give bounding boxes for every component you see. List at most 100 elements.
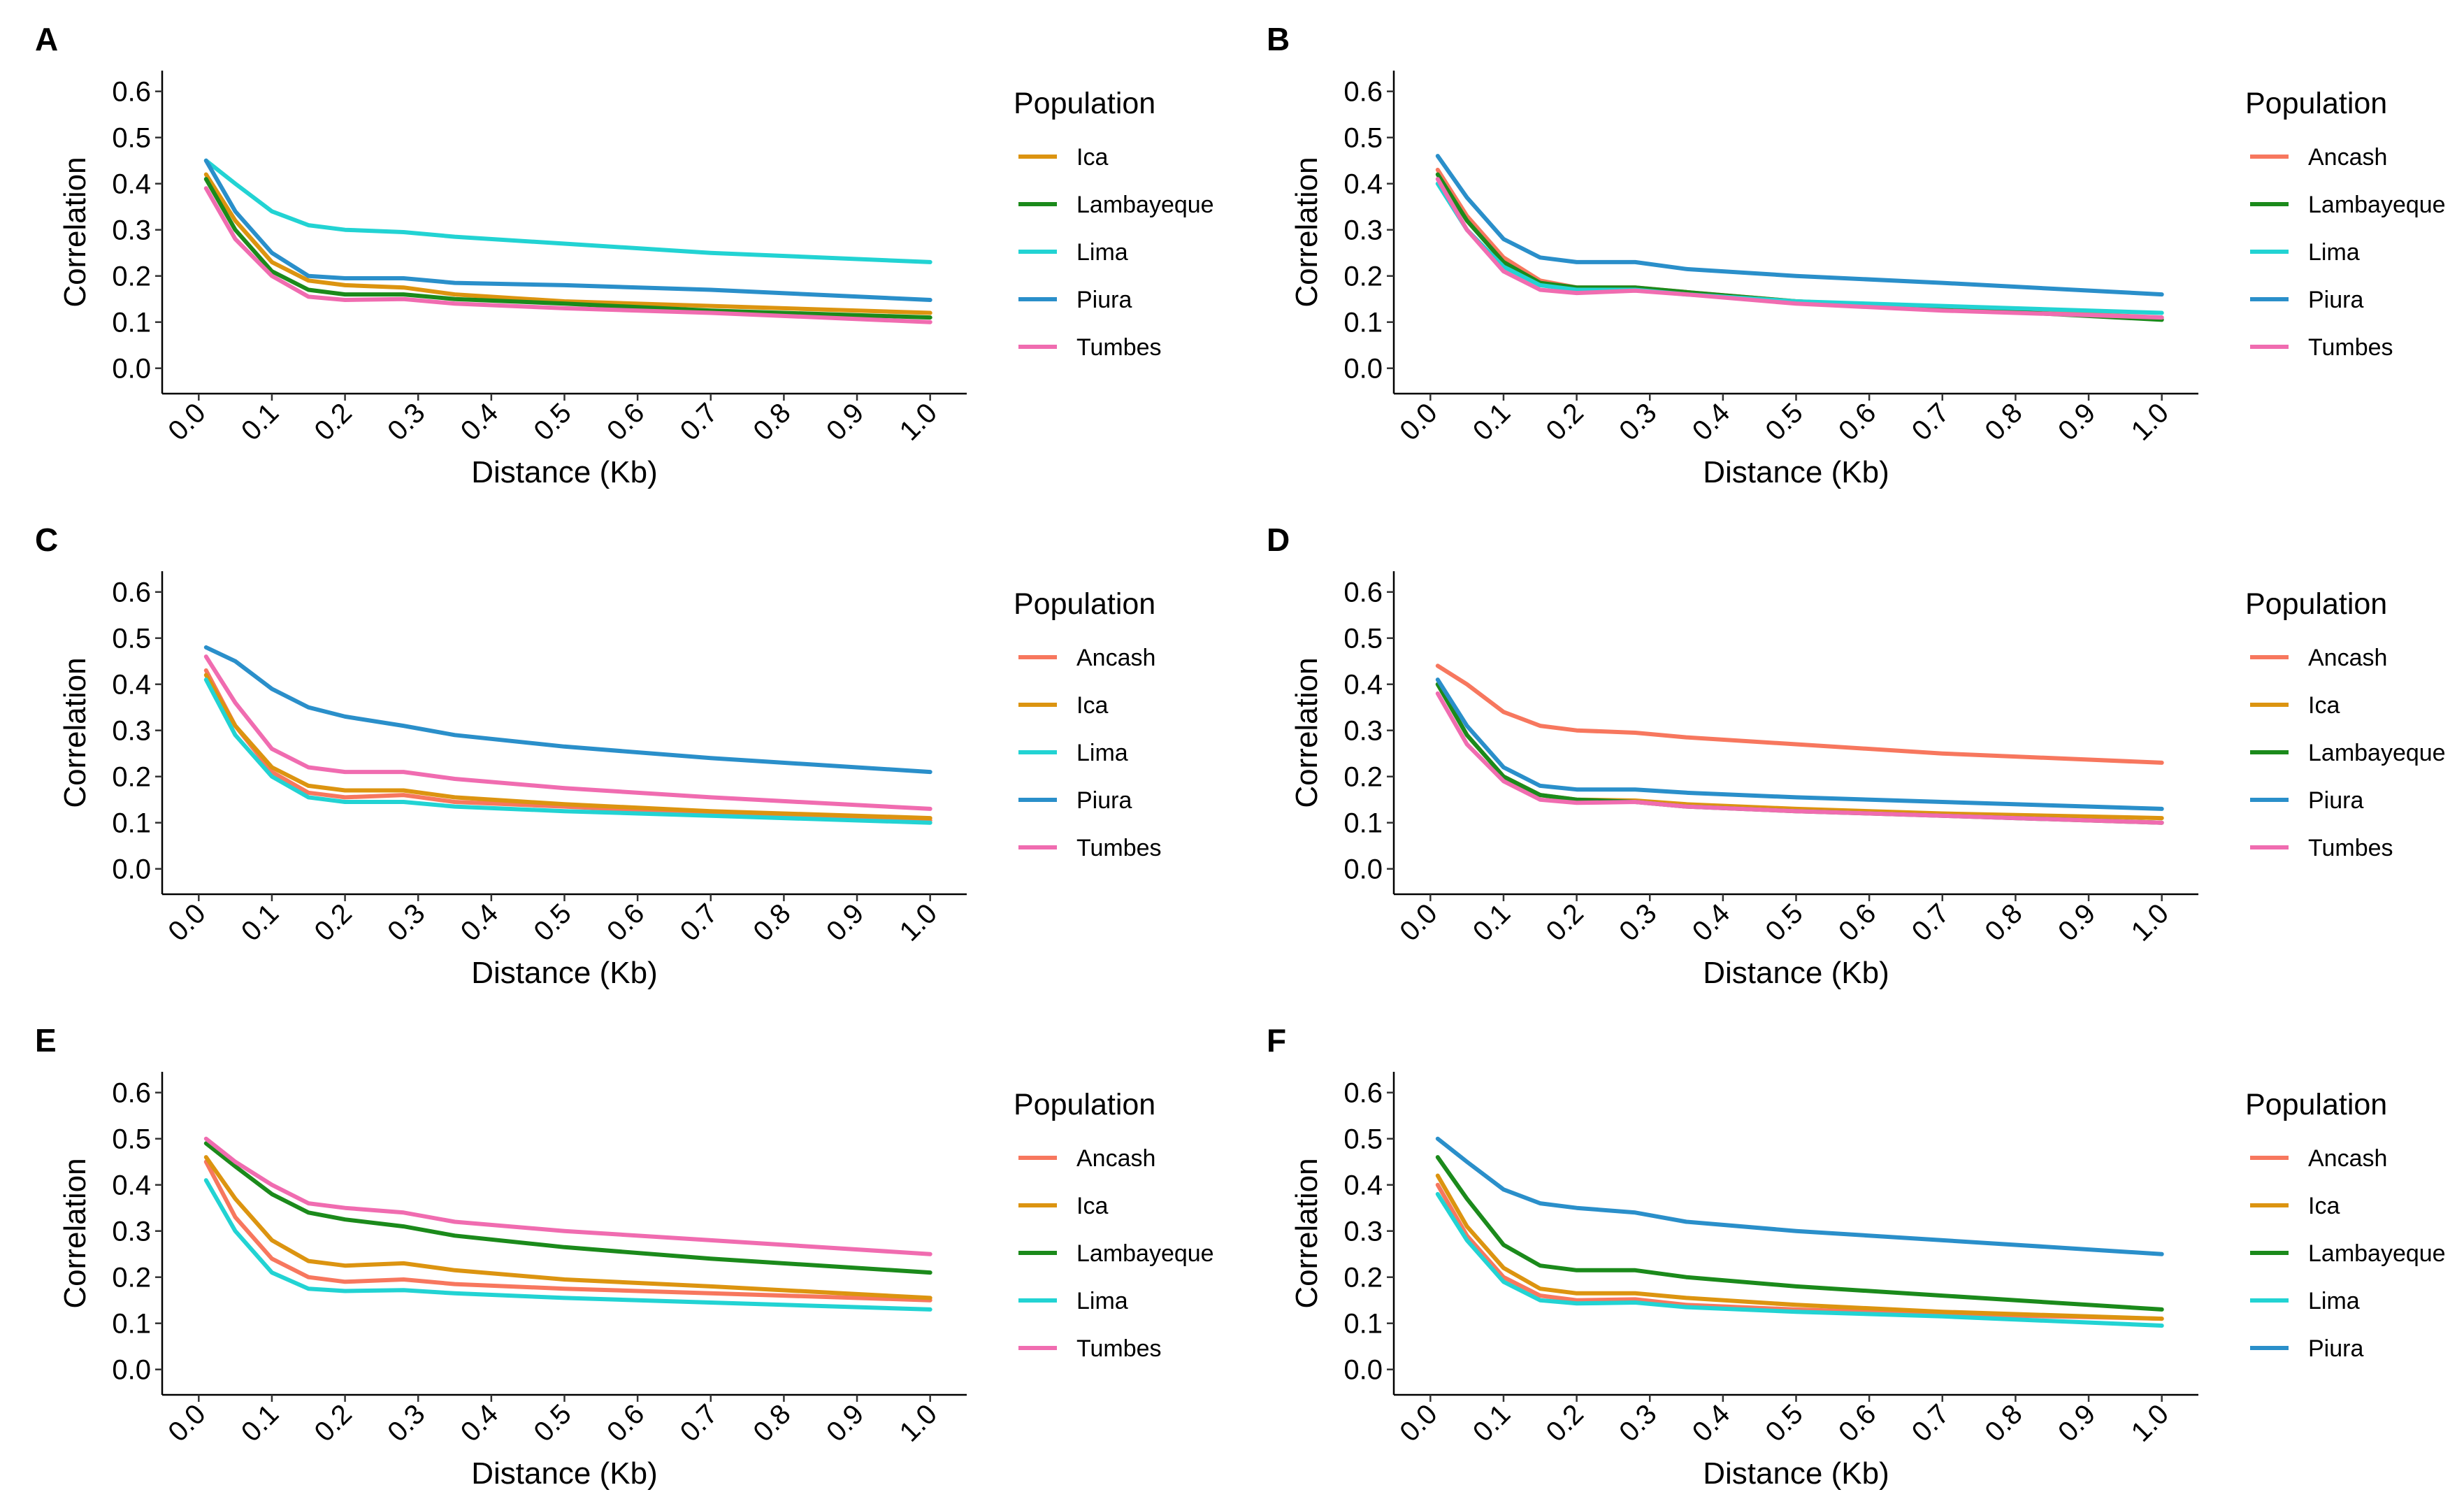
y-tick-label: 0.3 [112, 215, 151, 246]
legend-label: Ica [1076, 144, 1108, 171]
y-tick-label: 0.1 [112, 1309, 151, 1340]
x-tick-label: 1.0 [894, 898, 943, 947]
y-tick-label: 0.4 [112, 670, 151, 701]
legend-label: Ancash [2308, 645, 2387, 671]
x-tick-label: 0.4 [1687, 1398, 1736, 1447]
legend-label: Tumbes [1076, 334, 1162, 361]
legend-label: Lambayeque [1076, 192, 1214, 218]
legend-label: Ancash [1076, 645, 1155, 671]
y-tick-label: 0.4 [1343, 670, 1383, 701]
y-tick-label: 0.5 [112, 624, 151, 654]
y-tick-label: 0.2 [1343, 1263, 1383, 1293]
series-line [1435, 1155, 2164, 1312]
x-tick-label: 0.9 [821, 898, 870, 947]
y-tick-label: 0.4 [1343, 169, 1383, 200]
series-line [1435, 691, 2164, 825]
series-line [1435, 154, 2164, 297]
x-tick-label: 0.3 [1613, 1398, 1662, 1447]
panel-label: D [1267, 522, 1290, 558]
x-axis-title: Distance (Kb) [1703, 1456, 1889, 1491]
x-tick-label: 0.9 [2052, 898, 2101, 947]
y-tick-label: 0.5 [1343, 624, 1383, 654]
y-tick-label: 0.6 [112, 578, 151, 608]
x-axis-title: Distance (Kb) [471, 1456, 658, 1491]
y-tick-label: 0.6 [1343, 578, 1383, 608]
x-tick-label: 1.0 [2126, 397, 2175, 446]
y-tick-label: 0.1 [112, 308, 151, 338]
x-tick-label: 0.9 [2052, 397, 2101, 446]
x-tick-label: 0.8 [1979, 1398, 2028, 1447]
y-tick-label: 0.1 [1343, 808, 1383, 839]
legend-title: Population [2245, 587, 2387, 621]
series-line [203, 177, 932, 320]
series-line [203, 654, 932, 811]
x-tick-label: 0.0 [1394, 1398, 1443, 1447]
x-tick-label: 0.0 [1394, 898, 1443, 947]
series-line [203, 673, 932, 821]
legend-label: Ancash [1076, 1145, 1155, 1172]
y-tick-label: 0.1 [1343, 308, 1383, 338]
legend-label: Ica [2308, 692, 2340, 719]
legend-title: Population [2245, 1088, 2387, 1121]
legend-label: Tumbes [1076, 1335, 1162, 1362]
series-line [1435, 181, 2164, 315]
x-tick-label: 0.9 [821, 1398, 870, 1447]
legend-label: Lima [1076, 239, 1128, 266]
series-line [1435, 177, 2164, 320]
y-tick-label: 0.6 [112, 1078, 151, 1109]
y-axis-title: Correlation [58, 657, 92, 808]
series-line [1435, 1173, 2164, 1321]
panel-label: E [35, 1022, 57, 1059]
legend-label: Ancash [2308, 1145, 2387, 1172]
x-tick-label: 0.8 [1979, 397, 2028, 446]
x-tick-label: 0.7 [675, 1398, 723, 1447]
x-tick-label: 0.5 [1759, 397, 1808, 446]
y-axis-title: Correlation [1290, 1158, 1324, 1308]
legend-label: Piura [1076, 787, 1132, 814]
x-tick-label: 0.3 [1613, 898, 1662, 947]
x-tick-label: 0.3 [382, 397, 431, 446]
x-tick-label: 0.7 [1906, 898, 1955, 947]
panel-label: C [35, 522, 58, 558]
y-tick-label: 0.5 [112, 123, 151, 154]
x-tick-label: 0.6 [601, 1398, 650, 1447]
series-line [1435, 172, 2164, 322]
y-tick-label: 0.0 [112, 1355, 151, 1386]
y-tick-label: 0.0 [1343, 1355, 1383, 1386]
x-tick-label: 0.4 [455, 898, 504, 947]
x-tick-label: 0.1 [236, 1398, 284, 1447]
y-axis-title: Correlation [1290, 657, 1324, 808]
y-tick-label: 0.2 [112, 261, 151, 292]
y-tick-label: 0.3 [1343, 215, 1383, 246]
legend-label: Lima [1076, 740, 1128, 766]
x-tick-label: 0.4 [455, 397, 504, 446]
x-tick-label: 0.3 [1613, 397, 1662, 446]
legend-label: Ica [1076, 692, 1108, 719]
y-tick-label: 0.5 [112, 1124, 151, 1155]
x-tick-label: 0.8 [747, 1398, 796, 1447]
series-line [1435, 1191, 2164, 1328]
legend-label: Lambayeque [2308, 192, 2446, 218]
x-tick-label: 0.7 [675, 898, 723, 947]
legend-label: Piura [2308, 787, 2363, 814]
x-tick-label: 0.9 [2052, 1398, 2101, 1447]
x-tick-label: 0.2 [1541, 1398, 1590, 1447]
y-tick-label: 0.1 [112, 808, 151, 839]
series-line [203, 172, 932, 315]
x-tick-label: 0.4 [1687, 397, 1736, 446]
x-tick-label: 1.0 [2126, 1398, 2175, 1447]
x-tick-label: 0.1 [1467, 898, 1516, 947]
x-axis-title: Distance (Kb) [471, 455, 658, 489]
legend-label: Tumbes [2308, 835, 2393, 861]
y-tick-label: 0.4 [1343, 1170, 1383, 1201]
x-tick-label: 0.0 [162, 898, 211, 947]
x-tick-label: 1.0 [894, 397, 943, 446]
x-axis-title: Distance (Kb) [1703, 956, 1889, 990]
x-tick-label: 0.6 [601, 898, 650, 947]
legend-label: Piura [1076, 287, 1132, 313]
y-tick-label: 0.4 [112, 1170, 151, 1201]
x-tick-label: 0.6 [601, 397, 650, 446]
x-tick-label: 0.5 [528, 1398, 577, 1447]
legend-label: Ica [1076, 1193, 1108, 1219]
